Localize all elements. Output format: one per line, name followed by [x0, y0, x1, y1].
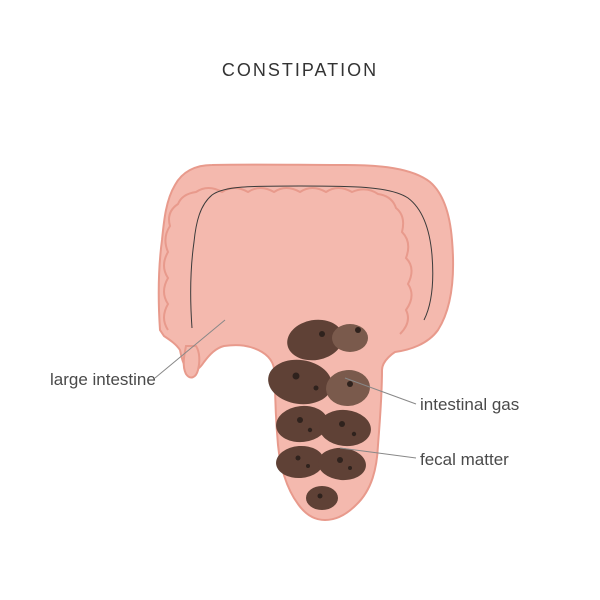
gas-bubble: [319, 331, 325, 337]
gas-bubble: [347, 381, 353, 387]
gas-bubble: [293, 373, 300, 380]
gas-bubble: [337, 457, 343, 463]
gas-bubble: [318, 494, 323, 499]
diagram-stage: CONSTIPATION large intestine intestinal …: [0, 0, 600, 600]
gas-bubble: [339, 421, 345, 427]
appendix-shape: [184, 346, 200, 377]
gas-bubble: [306, 464, 310, 468]
label-large-intestine: large intestine: [50, 370, 156, 390]
gas-bubble: [296, 456, 301, 461]
fecal-lump: [332, 324, 368, 352]
gas-bubble: [314, 386, 319, 391]
gas-bubble: [297, 417, 303, 423]
gas-bubble: [352, 432, 356, 436]
fecal-lump: [306, 486, 338, 510]
gas-bubble: [355, 327, 361, 333]
gas-bubble: [348, 466, 352, 470]
gas-bubble: [308, 428, 312, 432]
label-intestinal-gas: intestinal gas: [420, 395, 519, 415]
intestine-diagram: [0, 0, 600, 600]
label-fecal-matter: fecal matter: [420, 450, 509, 470]
